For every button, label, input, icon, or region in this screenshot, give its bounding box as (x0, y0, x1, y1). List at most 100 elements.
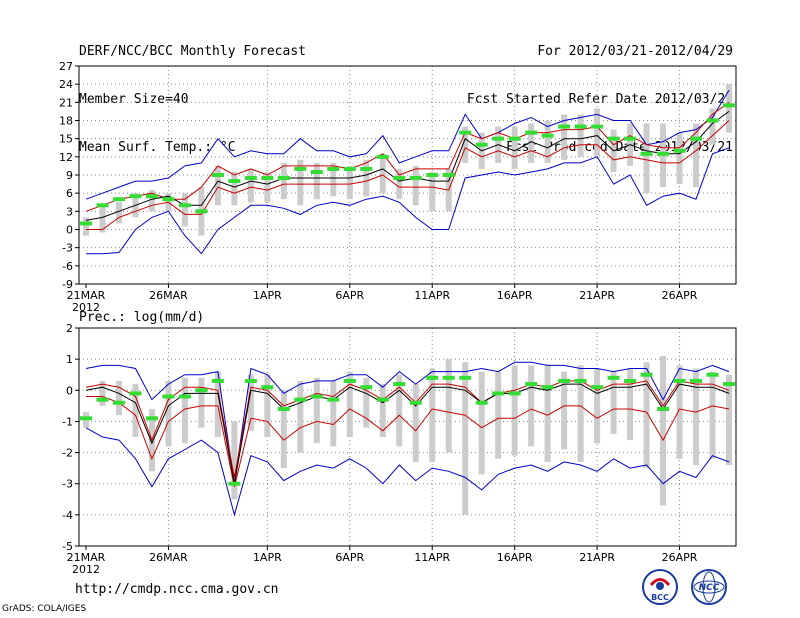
p1-obs-marker-38 (690, 136, 703, 141)
p1-obs-marker-39 (706, 118, 719, 123)
p1-spread-box-7 (181, 193, 188, 227)
p1-obs-marker-1 (80, 221, 92, 226)
p2-spread-box-7 (181, 377, 188, 444)
p1-spread-box-11 (247, 168, 254, 203)
p1-spread-box-9 (214, 165, 221, 206)
p2-obs-marker-32 (591, 385, 604, 390)
p1-year-label: 2012 (72, 301, 100, 314)
p1-spread-box-39 (709, 108, 716, 145)
p2-xtick-label-3: 6APR (335, 551, 364, 564)
p2-spread-box-18 (363, 377, 370, 428)
p1-obs-marker-31 (574, 124, 587, 129)
p1-obs-marker-5 (145, 194, 158, 199)
p2-obs-marker-4 (129, 391, 142, 396)
header-period: For 2012/03/21-2012/04/29 (537, 44, 733, 59)
p1-spread-box-13 (280, 162, 287, 200)
p2-panel-title: Prec.: log(mm/d) (79, 310, 204, 325)
p2-spread-box-27 (511, 365, 518, 456)
p2-obs-marker-13 (277, 406, 290, 411)
p1-obs-marker-32 (591, 124, 604, 129)
p1-spread-box-19 (379, 153, 386, 194)
p1-ytick-label-1: -6 (62, 260, 73, 273)
p1-xtick-label-1: 26MAR (149, 289, 188, 302)
p1-ytick-label-12: 27 (59, 60, 73, 73)
p1-spread-box-29 (544, 120, 551, 163)
p1-obs-marker-25 (475, 142, 488, 147)
p1-ytick-label-2: -3 (62, 242, 73, 255)
p2-obs-marker-19 (376, 397, 389, 402)
p2-spread-box-37 (676, 365, 683, 459)
p2-spread-box-22 (429, 368, 436, 462)
p1-frame (78, 65, 737, 285)
p2-obs-marker-31 (574, 378, 587, 383)
p2-spread-box-39 (709, 371, 716, 459)
p1-spread-box-20 (396, 168, 403, 200)
p1-obs-marker-21 (409, 176, 422, 181)
p2-spread-box-36 (660, 356, 667, 506)
p1-obs-marker-4 (129, 194, 142, 199)
p2-obs-marker-26 (492, 391, 505, 396)
p2-obs-marker-36 (657, 406, 670, 411)
p2-obs-marker-18 (360, 385, 373, 390)
p1-xtick-label-7: 26APR (662, 289, 698, 302)
p2-spread-box-16 (330, 380, 337, 447)
p2-spread-box-31 (577, 365, 584, 462)
p2-spread-box-26 (495, 371, 502, 459)
header-member-size: Member Size=40 (79, 92, 189, 107)
p2-obs-marker-7 (178, 394, 191, 399)
p1-obs-marker-35 (640, 151, 653, 156)
p1-ytick-label-7: 12 (59, 151, 73, 164)
p2-obs-marker-8 (195, 388, 208, 393)
p2-obs-marker-6 (162, 394, 175, 399)
p2-mean-line (85, 383, 730, 484)
p2-upper-line (85, 380, 730, 478)
p1-ytick-label-5: 6 (66, 187, 73, 200)
p2-spread-box-2 (99, 380, 106, 406)
p2-obs-marker-21 (409, 400, 422, 405)
p2-frame (78, 327, 737, 547)
p2-obs-marker-38 (690, 378, 703, 383)
p1-xtick-label-5: 16APR (497, 289, 533, 302)
p1-obs-marker-11 (244, 176, 257, 181)
p2-spread-box-20 (396, 374, 403, 447)
p1-obs-marker-37 (673, 148, 686, 153)
p2-min-line (85, 427, 730, 517)
p2-spread-box-35 (643, 362, 650, 469)
p2-spread-box-34 (627, 368, 634, 441)
p2-obs-marker-1 (80, 416, 92, 421)
p1-ytick-label-3: 0 (66, 224, 73, 237)
p2-obs-marker-39 (706, 372, 719, 377)
p1-spread-box-1 (83, 217, 89, 236)
ncc-logo-text: NCC (699, 583, 720, 593)
p1-xtick-label-2: 1APR (253, 289, 282, 302)
p1-upper-line (85, 101, 730, 212)
header-left: DERF/NCC/BCC Monthly Forecast Member Siz… (79, 12, 306, 172)
p1-spread-box-14 (297, 159, 304, 206)
p2-xtick-label-0: 21MAR (67, 551, 106, 564)
p1-obs-marker-13 (277, 176, 290, 181)
p2-spread-box-28 (528, 365, 535, 447)
p1-obs-marker-23 (442, 173, 455, 177)
p2-obs-marker-5 (145, 416, 158, 421)
p2-obs-marker-35 (640, 372, 653, 377)
p2-xtick-label-5: 16APR (497, 551, 533, 564)
p1-spread-box-2 (99, 205, 106, 233)
p1-ytick-label-11: 24 (59, 78, 73, 91)
p1-obs-marker-12 (261, 176, 274, 181)
p1-mean-line (85, 110, 730, 221)
p1-obs-marker-27 (508, 136, 521, 141)
p1-obs-marker-16 (327, 166, 340, 171)
p1-spread-box-22 (429, 171, 436, 212)
p1-ytick-label-6: 9 (66, 169, 73, 182)
p2-ytick-label-2: -3 (62, 478, 73, 491)
p1-spread-box-3 (115, 202, 122, 224)
p2-obs-marker-30 (558, 378, 571, 383)
p2-spread-box-29 (544, 365, 551, 462)
p2-obs-marker-20 (393, 382, 406, 387)
p2-spread-box-10 (231, 421, 238, 500)
p2-spread-box-12 (264, 374, 271, 437)
p2-obs-marker-11 (244, 378, 257, 383)
p1-spread-box-15 (313, 162, 320, 200)
p1-obs-marker-30 (558, 124, 571, 129)
p2-obs-marker-28 (525, 382, 538, 387)
